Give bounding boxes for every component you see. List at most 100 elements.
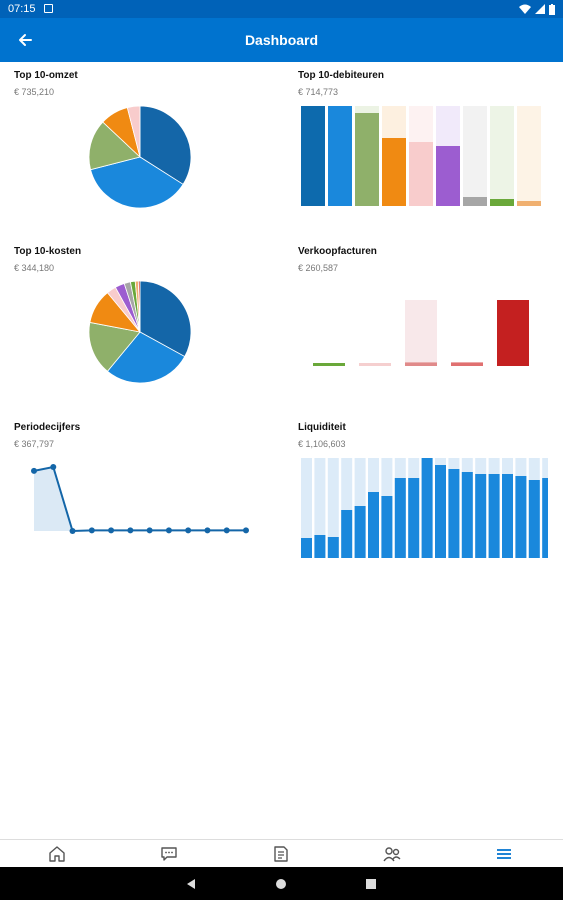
card-liquiditeit[interactable]: Liquiditeit € 1,106,603 [298,422,563,592]
bar-track [341,458,353,558]
page-title: Dashboard [244,32,319,48]
top10-debiteuren-bar-chart [301,106,541,206]
card-title: Top 10-kosten [14,246,82,257]
card-value: € 735,210 [14,87,55,97]
bar [497,300,529,366]
card-top10-omzet[interactable]: Top 10-omzet € 735,210 [14,70,284,240]
area-fill [34,467,246,531]
pie-slice [88,321,141,372]
status-time: 07:15 [8,3,36,15]
nav-relations[interactable] [379,842,405,866]
bar [341,510,353,558]
bar [394,478,406,558]
home-icon [49,846,65,862]
pie-slice [126,105,141,158]
bar-track [327,458,339,558]
menu-icon [497,849,511,859]
card-verkoopfacturen[interactable]: Verkoopfacturen € 260,587 [298,246,563,416]
chat-icon [161,847,177,861]
bar [542,478,548,558]
periodecijfers-line-chart [31,464,249,534]
back-triangle-icon[interactable] [182,875,200,893]
bar [435,465,446,558]
bar [368,492,379,558]
system-navigation-bar [0,867,563,900]
bar [463,197,487,206]
series-line [33,465,246,533]
bar [436,146,460,206]
bar [301,538,312,558]
data-point [243,527,249,534]
bar [490,199,514,206]
bar [461,472,473,558]
pie-slice [106,331,186,384]
status-bar: 07:15 [0,0,563,18]
home-circle-icon[interactable] [272,875,290,893]
battery-icon [549,3,555,15]
card-title: Top 10-omzet [14,70,78,81]
card-title: Liquiditeit [298,422,346,433]
card-value: € 260,587 [298,263,339,273]
bar [409,142,433,206]
data-point [108,527,115,534]
signal-icon [535,4,545,14]
top10-omzet-pie-chart [88,105,192,209]
bar [359,363,391,366]
bar-track [405,300,437,366]
nav-home[interactable] [44,842,70,866]
data-point [165,527,172,534]
bar [421,458,433,558]
bar [381,496,393,558]
card-value: € 1,106,603 [298,439,346,449]
arrow-left-icon [19,34,32,46]
data-point [146,527,153,534]
data-point [69,528,76,534]
verkoopfacturen-bar-chart [313,300,529,366]
bar [301,106,325,206]
bar-track [314,458,326,558]
card-value: € 344,180 [14,263,55,273]
bar [408,478,420,558]
pie-slice [139,280,192,358]
wifi-icon [519,4,531,14]
status-icons [519,2,555,16]
nav-menu[interactable] [491,842,517,866]
bar-track [463,106,487,206]
bar-track [517,106,541,206]
pie-slice [137,280,141,333]
card-title: Verkoopfacturen [298,246,377,257]
bar [528,480,540,558]
nav-documents[interactable] [268,842,294,866]
bar [502,474,513,558]
document-icon [274,846,288,862]
bar [448,469,460,558]
card-value: € 714,773 [298,87,339,97]
recents-square-icon[interactable] [362,875,380,893]
bar [314,535,326,558]
bar [451,362,483,366]
pie-slice [88,121,141,171]
bar [405,362,437,366]
card-title: Top 10-debiteuren [298,70,384,81]
data-point [223,527,230,534]
bottom-navigation [0,839,563,868]
card-top10-kosten[interactable]: Top 10-kosten € 344,180 [14,246,284,416]
data-point [50,464,57,470]
bar [488,474,500,558]
pie-slice [90,156,184,209]
back-button[interactable] [12,28,38,52]
bar [355,113,379,206]
data-point [127,527,134,534]
data-point [185,527,192,534]
data-point [204,527,211,534]
card-periodecijfers[interactable]: Periodecijfers € 367,797 [14,422,284,592]
liquiditeit-bar-chart [301,458,548,558]
bar [382,138,406,206]
bar-track [301,458,312,558]
bar [327,537,339,558]
card-top10-debiteuren[interactable]: Top 10-debiteuren € 714,773 [298,70,563,240]
nav-messages[interactable] [156,842,182,866]
bar [354,506,366,558]
card-value: € 367,797 [14,439,55,449]
data-point [31,467,37,474]
